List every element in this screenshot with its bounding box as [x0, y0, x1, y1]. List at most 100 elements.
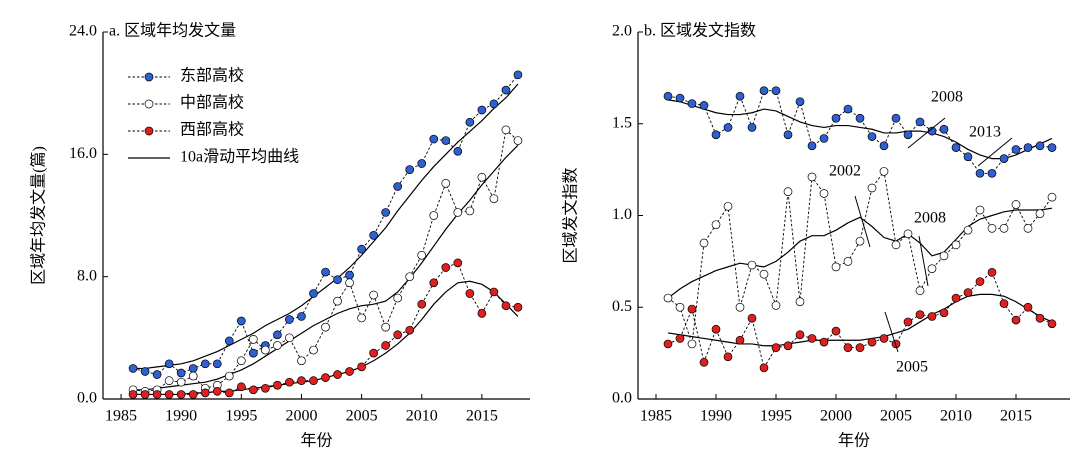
- y-axis-label: 区域发文指数: [562, 167, 580, 263]
- point: [699, 357, 709, 367]
- point: [687, 99, 697, 108]
- point: [333, 275, 342, 285]
- point: [357, 313, 366, 323]
- x-tick-label: 2000: [820, 408, 852, 425]
- point: [807, 141, 817, 151]
- x-tick-label: 1985: [105, 408, 137, 425]
- point: [1011, 145, 1021, 154]
- point: [711, 130, 721, 140]
- point: [747, 313, 757, 323]
- point: [357, 244, 366, 254]
- point: [975, 205, 985, 215]
- point: [477, 105, 487, 115]
- point: [1035, 313, 1045, 323]
- point: [927, 264, 937, 274]
- point: [891, 339, 901, 349]
- point: [369, 231, 378, 240]
- point: [843, 257, 853, 266]
- trend-line: [133, 83, 519, 370]
- point: [891, 113, 901, 123]
- point: [999, 223, 1009, 233]
- point: [297, 376, 306, 385]
- point: [513, 136, 523, 145]
- point: [771, 301, 781, 310]
- point: [987, 223, 997, 233]
- point: [501, 301, 511, 311]
- point: [321, 267, 330, 277]
- point: [224, 371, 234, 381]
- point: [975, 277, 985, 286]
- point: [369, 290, 378, 300]
- point: [393, 182, 403, 191]
- point: [843, 104, 853, 114]
- point: [429, 278, 439, 288]
- point: [236, 356, 246, 366]
- x-tick-label: 1990: [165, 408, 197, 425]
- point: [939, 251, 949, 261]
- point: [441, 179, 451, 188]
- point: [164, 359, 174, 369]
- point: [783, 341, 793, 351]
- point: [867, 183, 877, 193]
- point: [140, 390, 150, 399]
- point: [1035, 209, 1045, 219]
- point: [999, 299, 1009, 308]
- point: [759, 86, 769, 96]
- point: [927, 126, 937, 136]
- legend-label: 10a滑动平均曲线: [180, 148, 299, 166]
- point: [417, 250, 427, 260]
- point: [915, 117, 925, 127]
- point: [675, 93, 685, 103]
- point: [819, 189, 829, 198]
- break-line: [918, 235, 929, 287]
- point: [831, 326, 841, 336]
- point: [999, 154, 1009, 163]
- point: [273, 330, 282, 340]
- point: [735, 302, 745, 312]
- legend-label: 西部高校: [180, 121, 244, 139]
- point: [795, 330, 805, 340]
- break-line: [977, 137, 1013, 167]
- point: [381, 341, 391, 350]
- point: [831, 113, 841, 123]
- point: [273, 341, 282, 350]
- point: [963, 225, 973, 235]
- point: [200, 359, 210, 369]
- point: [224, 388, 234, 398]
- x-tick-label: 2010: [406, 408, 438, 425]
- legend-marker: [144, 99, 154, 109]
- point: [501, 85, 511, 95]
- point: [807, 334, 817, 343]
- point: [879, 334, 889, 343]
- x-tick-label: 2000: [285, 408, 317, 425]
- point: [867, 337, 877, 347]
- point: [465, 289, 475, 298]
- point: [771, 86, 781, 96]
- point: [915, 286, 925, 296]
- point: [1011, 315, 1021, 325]
- x-tick-label: 2005: [346, 408, 378, 425]
- point: [309, 376, 318, 385]
- point: [345, 367, 354, 376]
- point: [1023, 302, 1033, 312]
- point: [987, 268, 997, 277]
- point: [843, 343, 853, 352]
- point: [405, 165, 415, 174]
- point: [771, 343, 781, 352]
- point: [1047, 143, 1057, 152]
- y-tick-label: 24.0: [69, 23, 97, 40]
- point: [783, 130, 793, 140]
- point: [152, 370, 162, 379]
- point: [188, 371, 198, 381]
- point: [687, 304, 697, 314]
- point: [915, 310, 925, 319]
- point: [1047, 192, 1057, 202]
- point: [465, 117, 475, 127]
- point: [735, 91, 745, 101]
- point: [759, 269, 769, 279]
- point: [128, 390, 138, 399]
- point: [711, 220, 721, 230]
- point: [188, 390, 198, 399]
- y-tick-label: 0.5: [612, 298, 632, 315]
- point: [819, 134, 829, 143]
